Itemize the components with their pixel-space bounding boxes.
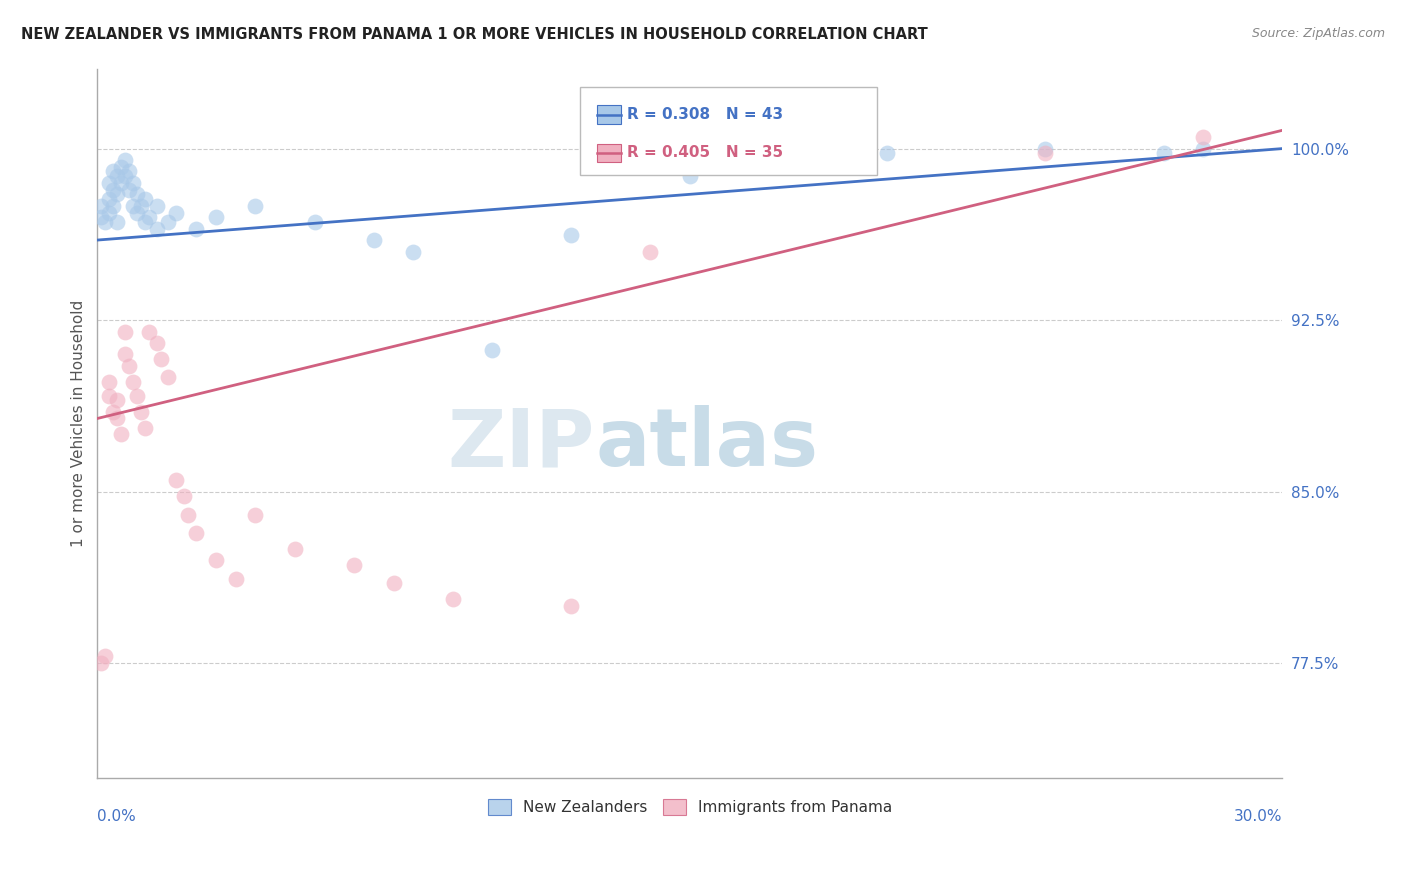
Point xyxy=(134,215,156,229)
Point xyxy=(129,404,152,418)
Point xyxy=(98,205,121,219)
Point xyxy=(173,489,195,503)
Point xyxy=(165,473,187,487)
Point xyxy=(382,576,405,591)
Point xyxy=(1035,142,1057,156)
Point xyxy=(98,375,121,389)
Point xyxy=(110,160,132,174)
Point xyxy=(125,187,148,202)
Point xyxy=(225,572,247,586)
Point xyxy=(94,649,117,664)
Point xyxy=(837,146,859,161)
Point xyxy=(122,199,145,213)
Point xyxy=(1153,146,1175,161)
Point xyxy=(1192,130,1215,145)
Point xyxy=(110,176,132,190)
Point xyxy=(105,393,128,408)
Point xyxy=(101,199,124,213)
Y-axis label: 1 or more Vehicles in Household: 1 or more Vehicles in Household xyxy=(72,300,86,547)
Point xyxy=(138,210,160,224)
Point xyxy=(157,370,180,384)
Point xyxy=(125,388,148,402)
Point xyxy=(90,210,112,224)
Point xyxy=(205,210,228,224)
Point xyxy=(98,388,121,402)
Point xyxy=(134,192,156,206)
Point xyxy=(101,164,124,178)
Point xyxy=(118,359,141,373)
Point xyxy=(101,183,124,197)
Point xyxy=(441,592,464,607)
Point xyxy=(184,221,207,235)
Point xyxy=(118,164,141,178)
Point xyxy=(105,411,128,425)
Point xyxy=(560,228,582,243)
Point xyxy=(134,420,156,434)
Point xyxy=(114,347,136,361)
Bar xyxy=(598,144,621,162)
Point xyxy=(304,215,326,229)
Point xyxy=(145,199,167,213)
Point xyxy=(284,541,307,556)
Point xyxy=(560,599,582,613)
Point xyxy=(138,325,160,339)
Text: ZIP: ZIP xyxy=(449,405,595,483)
Point xyxy=(118,183,141,197)
Point xyxy=(402,244,425,259)
Point xyxy=(98,176,121,190)
Point xyxy=(114,169,136,183)
Point xyxy=(105,215,128,229)
Point xyxy=(1192,142,1215,156)
Point xyxy=(105,169,128,183)
Point xyxy=(177,508,200,522)
Point xyxy=(245,199,267,213)
FancyBboxPatch shape xyxy=(579,87,877,175)
Text: R = 0.405   N = 35: R = 0.405 N = 35 xyxy=(627,145,783,161)
Point xyxy=(105,187,128,202)
Point xyxy=(363,233,385,247)
Point xyxy=(145,336,167,351)
Point xyxy=(129,199,152,213)
Point xyxy=(245,508,267,522)
Point xyxy=(1035,146,1057,161)
Point xyxy=(94,215,117,229)
Text: NEW ZEALANDER VS IMMIGRANTS FROM PANAMA 1 OR MORE VEHICLES IN HOUSEHOLD CORRELAT: NEW ZEALANDER VS IMMIGRANTS FROM PANAMA … xyxy=(21,27,928,42)
Point xyxy=(205,553,228,567)
Point xyxy=(165,205,187,219)
Point xyxy=(101,404,124,418)
Point xyxy=(876,146,898,161)
Text: R = 0.308   N = 43: R = 0.308 N = 43 xyxy=(627,107,783,122)
Point xyxy=(110,427,132,442)
Point xyxy=(90,657,112,671)
Bar xyxy=(598,105,621,124)
Point xyxy=(122,375,145,389)
Point xyxy=(343,558,366,572)
Text: 0.0%: 0.0% xyxy=(97,809,136,824)
Point xyxy=(114,153,136,167)
Point xyxy=(679,169,702,183)
Text: Source: ZipAtlas.com: Source: ZipAtlas.com xyxy=(1251,27,1385,40)
Point xyxy=(114,325,136,339)
Point xyxy=(481,343,503,357)
Text: 30.0%: 30.0% xyxy=(1234,809,1282,824)
Text: atlas: atlas xyxy=(595,405,818,483)
Point xyxy=(184,525,207,540)
Point xyxy=(149,351,172,366)
Point xyxy=(122,176,145,190)
Point xyxy=(157,215,180,229)
Point xyxy=(98,192,121,206)
Point xyxy=(145,221,167,235)
Point xyxy=(640,244,662,259)
Point xyxy=(125,205,148,219)
Legend: New Zealanders, Immigrants from Panama: New Zealanders, Immigrants from Panama xyxy=(482,793,898,821)
Point xyxy=(90,199,112,213)
